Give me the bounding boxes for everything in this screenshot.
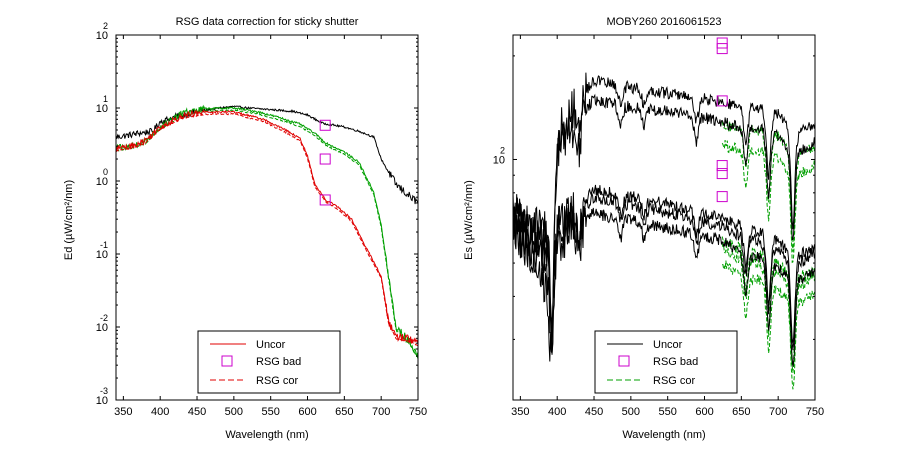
series-cor-line-4 [722,260,816,390]
x-axis-label: Wavelength (nm) [622,429,705,441]
x-tick-label: 350 [114,406,132,418]
x-tick-label: 750 [806,406,824,418]
chart-title: RSG data correction for sticky shutter [176,16,359,28]
series-cor-line-1 [115,109,419,359]
legend-label-rsg-cor: RSG cor [653,375,696,387]
x-tick-label: 500 [622,406,640,418]
legend-label-uncor: Uncor [653,339,683,351]
es-chart: MOBY260 2016061523 Es (µW/cm²/nm) Wavele… [463,16,824,441]
x-tick-label: 400 [548,406,566,418]
y-tick-label: 10 [96,395,108,407]
y-tick-label: 10 [96,30,108,42]
y-tick-exponent: 2 [103,21,108,31]
x-tick-label: 600 [695,406,713,418]
y-tick-label: 10 [493,154,505,166]
y-tick-exponent: -2 [100,313,108,323]
rsg-bad-marker [716,37,728,49]
legend-label-rsg-cor: RSG cor [256,375,299,387]
legend-swatch-rsg-bad [221,355,233,367]
x-tick-label: 700 [769,406,787,418]
rsg-bad-marker [716,160,728,172]
y-tick-exponent: -3 [100,386,108,396]
legend-label-uncor: Uncor [256,339,286,351]
y-axis-label: Ed (µW/cm²/nm) [63,180,75,260]
plot-frame [512,34,816,401]
x-tick-label: 650 [732,406,750,418]
series-line-4 [512,207,816,367]
plot-frame [115,34,419,401]
y-tick-exponent: -1 [100,240,108,250]
x-tick-label: 600 [298,406,316,418]
series-cor-line-3 [721,242,816,373]
ed-chart: RSG data correction for sticky shutter E… [63,16,427,441]
rsg-bad-marker [319,153,331,165]
y-tick-label: 10 [96,103,108,115]
x-axis-label: Wavelength (nm) [225,429,308,441]
x-tick-label: 750 [409,406,427,418]
series-line-0 [115,105,419,205]
y-tick-label: 10 [96,176,108,188]
legend-label-rsg-bad: RSG bad [653,356,698,368]
x-tick-label: 450 [188,406,206,418]
series-cor-line-2 [115,112,419,347]
series-layer [115,104,419,359]
series-line-2 [115,108,419,345]
y-tick-label: 10 [96,322,108,334]
rsg-bad-marker [319,194,331,206]
legend-label-rsg-bad: RSG bad [256,356,301,368]
legend-swatch-rsg-bad [618,355,630,367]
x-tick-label: 650 [335,406,353,418]
x-tick-label: 550 [659,406,677,418]
x-tick-label: 400 [151,406,169,418]
series-line-1 [512,93,816,362]
rsg-bad-marker [716,95,728,107]
rsg-bad-marker [716,168,728,180]
legend: Uncor RSG bad RSG cor [197,330,341,394]
chart-title: MOBY260 2016061523 [607,16,722,28]
rsg-bad-marker [716,43,728,55]
series-layer [512,37,816,390]
x-tick-label: 550 [262,406,280,418]
y-tick-exponent: 0 [103,167,108,177]
y-tick-exponent: 1 [103,94,108,104]
x-tick-label: 700 [372,406,390,418]
x-tick-label: 500 [225,406,243,418]
x-tick-label: 450 [585,406,603,418]
legend: Uncor RSG bad RSG cor [594,330,738,394]
y-axis-label: Es (µW/cm²/nm) [463,180,475,260]
series-cor-line-1 [721,140,816,264]
rsg-bad-marker [319,119,331,131]
y-tick-exponent: 2 [500,145,505,155]
axes: 350 400 450 500 550 600 650 700 750 102 [493,35,824,418]
x-tick-label: 350 [511,406,529,418]
series-line-1 [115,104,419,358]
y-tick-label: 10 [96,249,108,261]
series-cor-line-0 [721,121,816,252]
rsg-bad-marker [716,191,728,203]
